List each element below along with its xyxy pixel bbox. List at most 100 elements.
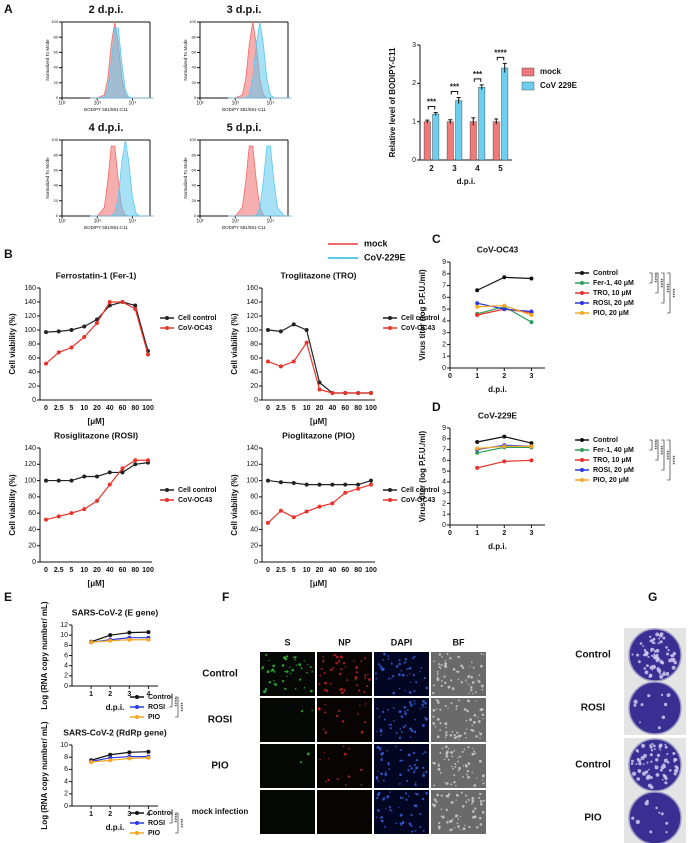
x-tick-label: 80 bbox=[131, 567, 139, 574]
micrograph-texture bbox=[281, 680, 285, 683]
micrograph bbox=[317, 744, 372, 788]
data-point bbox=[82, 507, 87, 512]
micrograph-texture bbox=[264, 688, 268, 691]
x-tick-label: 80 bbox=[354, 405, 362, 412]
micrograph-texture bbox=[469, 686, 473, 689]
micrograph-texture bbox=[444, 659, 447, 662]
x-tick-label: 1 bbox=[89, 811, 93, 818]
plaque bbox=[658, 637, 661, 640]
plaque bbox=[649, 635, 652, 638]
micrograph-texture bbox=[399, 749, 402, 752]
micrograph-texture bbox=[439, 708, 442, 711]
micrograph-texture bbox=[470, 689, 473, 692]
micrograph-texture bbox=[481, 713, 485, 716]
micrograph-texture bbox=[481, 774, 485, 778]
x-tick-label: 10² bbox=[196, 100, 204, 106]
data-point bbox=[95, 321, 99, 325]
data-point bbox=[266, 520, 270, 525]
micrograph-texture bbox=[343, 689, 346, 692]
data-point bbox=[108, 633, 113, 638]
significance-bracket bbox=[427, 105, 436, 110]
micrograph-texture bbox=[309, 666, 312, 668]
data-point bbox=[475, 313, 480, 317]
micrograph-texture bbox=[323, 688, 327, 692]
micrograph-texture bbox=[440, 684, 443, 687]
micrograph-texture bbox=[454, 814, 458, 818]
micrograph-texture bbox=[398, 783, 401, 785]
micrograph-texture bbox=[399, 773, 402, 777]
x-tick-label: 10² bbox=[58, 218, 66, 224]
x-tick-label: 5 bbox=[292, 405, 296, 412]
x-tick-label: 3 bbox=[529, 530, 533, 537]
micrograph-texture bbox=[479, 823, 483, 826]
micrograph-texture bbox=[421, 703, 424, 706]
micrograph-texture bbox=[344, 784, 347, 786]
micrograph-texture bbox=[404, 658, 408, 661]
bar bbox=[446, 121, 454, 161]
micrograph-texture bbox=[478, 731, 480, 733]
micrograph-texture bbox=[459, 828, 461, 831]
micrograph-texture bbox=[436, 735, 440, 739]
micrograph-texture bbox=[286, 675, 288, 678]
micrograph-texture bbox=[336, 778, 339, 781]
x-tick-label: 4 bbox=[146, 691, 150, 698]
micrograph-texture bbox=[409, 667, 412, 670]
y-tick-label: 60 bbox=[250, 510, 258, 517]
micrograph-texture bbox=[470, 676, 473, 679]
micrograph-texture bbox=[431, 803, 435, 806]
y-axis-label: Normalized To Mode bbox=[183, 39, 188, 81]
micrograph-texture bbox=[406, 779, 409, 782]
x-tick-label: 1 bbox=[475, 530, 479, 537]
micrograph-texture bbox=[436, 670, 439, 673]
plaque bbox=[661, 672, 666, 677]
micrograph-texture bbox=[379, 665, 382, 668]
micrograph-texture bbox=[479, 732, 483, 736]
micrograph-texture bbox=[478, 796, 481, 799]
chart-title: SARS-CoV-2 (RdRp gene) bbox=[63, 727, 167, 737]
plaque bbox=[644, 770, 649, 774]
significance-label: **** bbox=[668, 288, 674, 298]
micrograph-texture bbox=[355, 671, 358, 674]
data-point bbox=[529, 444, 534, 449]
y-tick-label: 0 bbox=[194, 213, 197, 218]
micrograph-texture bbox=[388, 795, 390, 797]
plaque bbox=[656, 667, 660, 671]
micrograph-texture bbox=[413, 763, 417, 767]
panel-label: C bbox=[432, 232, 441, 246]
micrograph-texture bbox=[432, 761, 435, 764]
legend-label: ROSI, 20 μM bbox=[593, 300, 634, 307]
micrograph-texture bbox=[445, 794, 448, 797]
micrograph-texture bbox=[439, 667, 442, 670]
micrograph-texture bbox=[466, 709, 469, 713]
plaque bbox=[631, 816, 635, 820]
y-axis-label: Cell viability (%) bbox=[230, 474, 239, 536]
plaque bbox=[657, 642, 660, 645]
micrograph-texture bbox=[360, 768, 363, 772]
plaque bbox=[673, 760, 676, 763]
micrograph-texture bbox=[399, 728, 402, 730]
micrograph-texture bbox=[446, 821, 449, 824]
micrograph-texture bbox=[400, 730, 403, 733]
micrograph-texture bbox=[398, 662, 402, 666]
y-tick-label: 60 bbox=[28, 355, 36, 362]
micrograph-texture bbox=[323, 751, 326, 754]
x-tick-label: 80 bbox=[354, 567, 362, 574]
x-tick-label: 2.5 bbox=[54, 567, 64, 574]
micrograph-texture bbox=[324, 703, 327, 706]
row-label: Control bbox=[202, 669, 238, 680]
micrograph-texture bbox=[265, 653, 268, 656]
data-point bbox=[529, 313, 534, 317]
micrograph-texture bbox=[469, 718, 473, 722]
micrograph-texture bbox=[479, 800, 483, 803]
micrograph bbox=[260, 652, 315, 696]
plaque bbox=[644, 670, 649, 675]
micrograph-texture bbox=[475, 735, 478, 738]
y-tick-label: 1 bbox=[442, 353, 446, 360]
plaque bbox=[660, 765, 665, 770]
x-tick-label: 80 bbox=[131, 405, 139, 412]
y-tick-label: 6 bbox=[442, 457, 446, 464]
data-point bbox=[108, 758, 113, 763]
micrograph-texture bbox=[377, 809, 380, 812]
x-tick-label: 0 bbox=[266, 567, 270, 574]
plaque bbox=[650, 760, 653, 763]
